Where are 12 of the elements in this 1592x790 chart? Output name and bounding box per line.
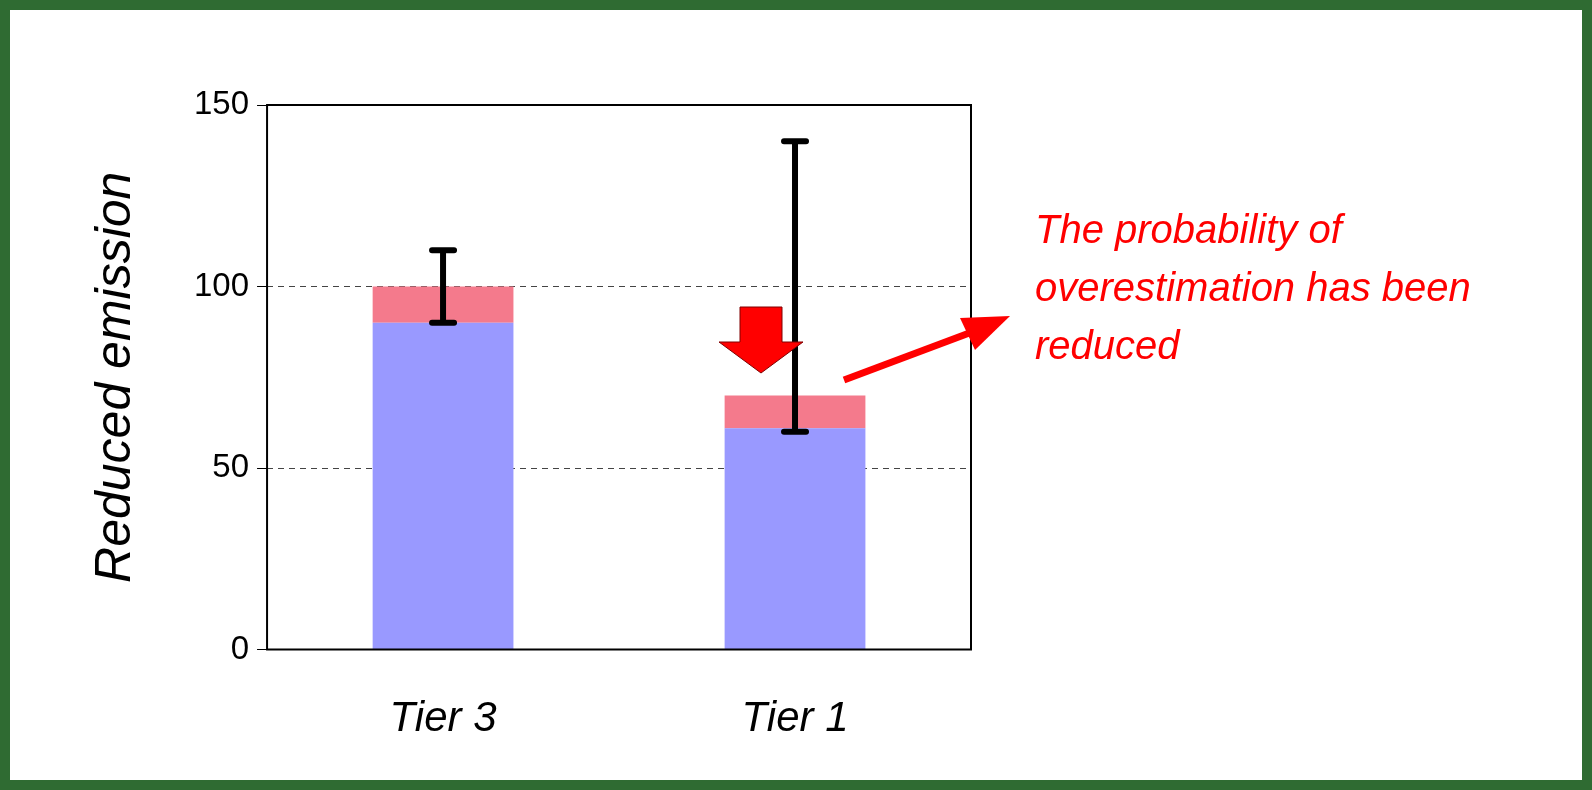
y-axis-title: Reduced emission — [84, 171, 141, 583]
bar — [372, 322, 514, 650]
x-tick-label: Tier 1 — [741, 693, 849, 741]
y-tick-label: 150 — [194, 84, 250, 122]
text: The probability of overestimation has been reduced — [1035, 206, 1472, 369]
x-tick-label: Tier 3 — [389, 693, 497, 741]
bar — [372, 286, 514, 323]
bar — [724, 428, 866, 650]
bar — [724, 395, 866, 429]
y-tick-label: 0 — [230, 628, 250, 666]
y-tick-label: 100 — [194, 265, 250, 303]
y-tick-label: 50 — [212, 447, 250, 485]
